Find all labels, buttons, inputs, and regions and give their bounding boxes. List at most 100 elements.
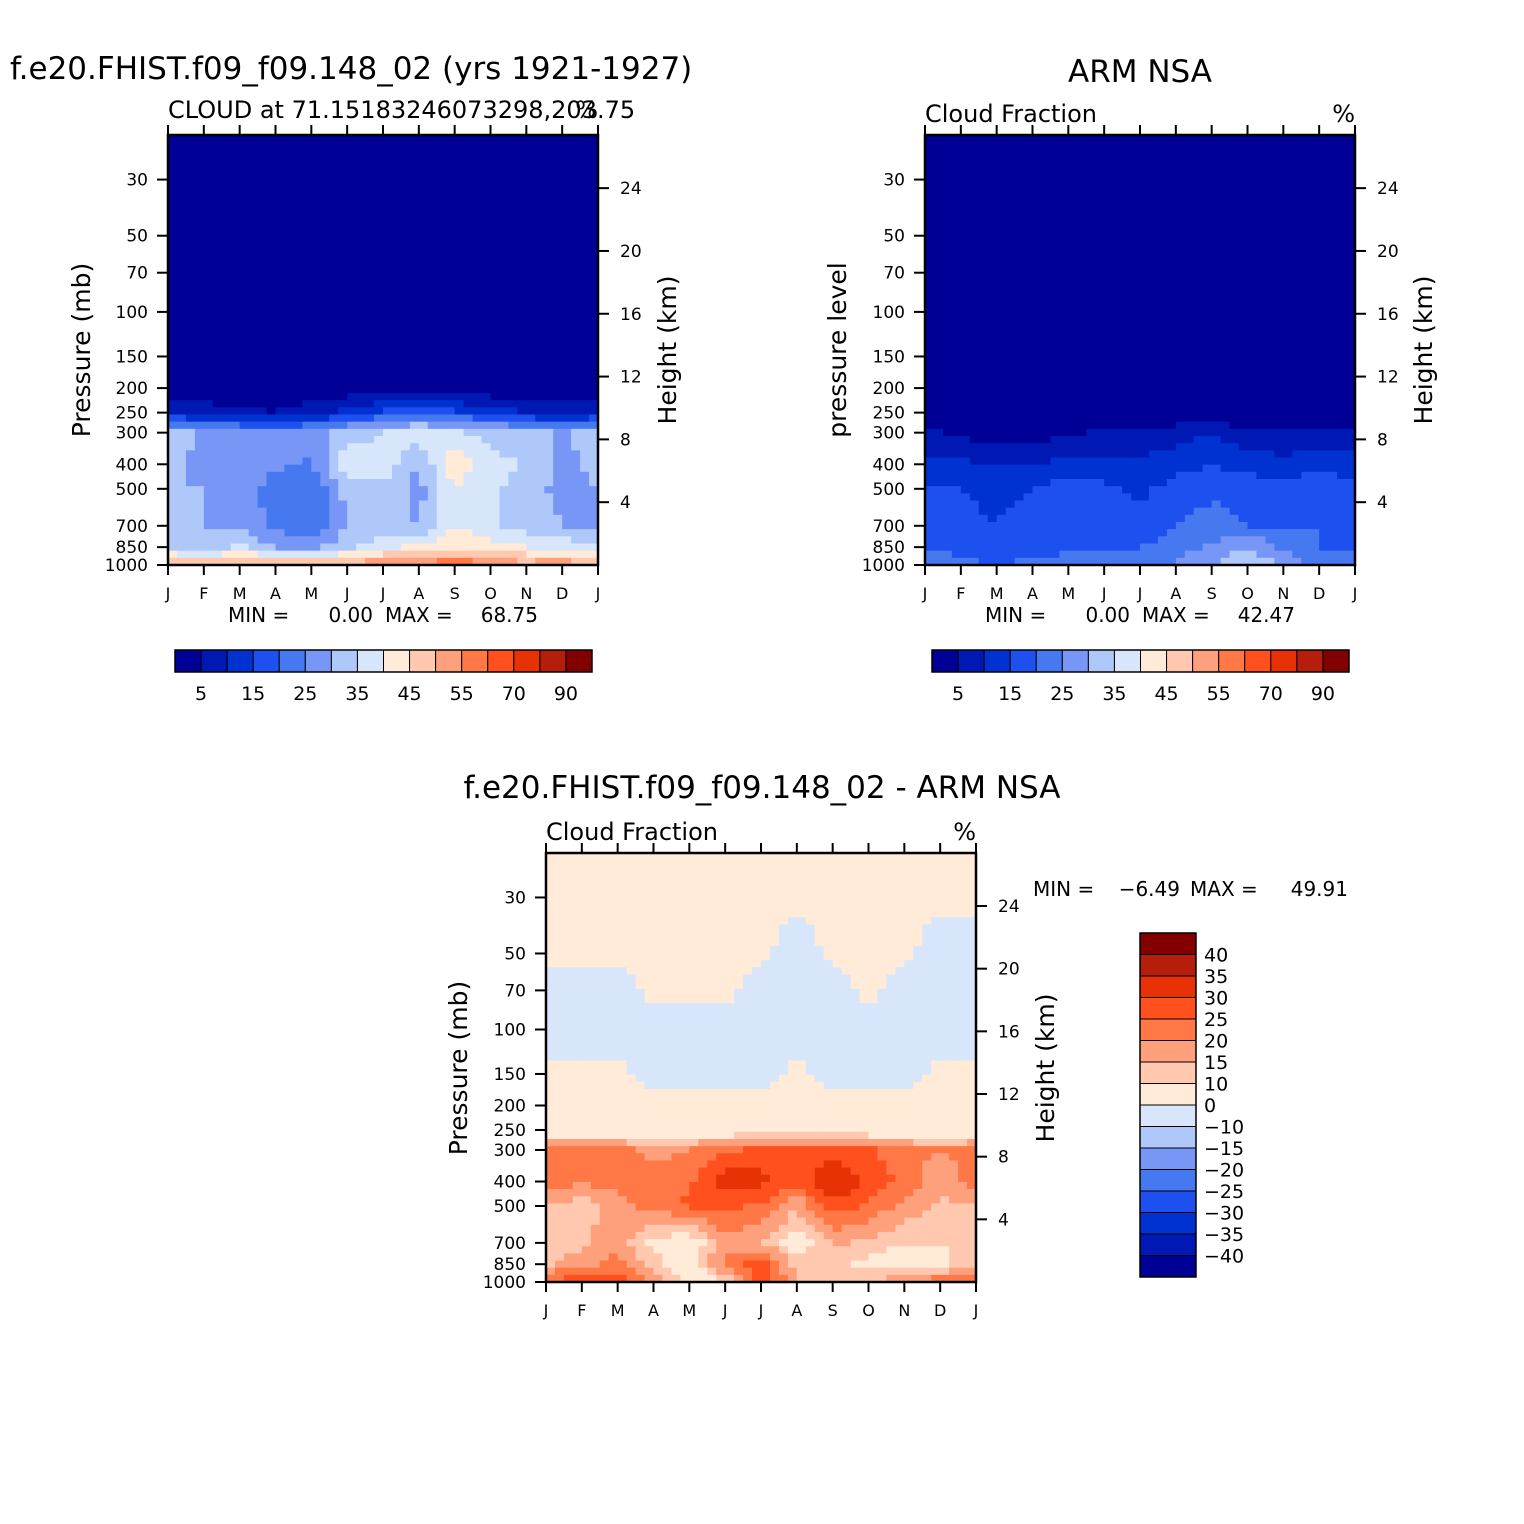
obs-cell [1292,264,1302,272]
model-cell [194,407,205,416]
model-cell [266,213,277,222]
model-cell [284,364,295,373]
model-cell [168,400,178,408]
obs-cell [1175,185,1186,193]
model-cell [499,299,510,308]
model-cell [427,350,438,358]
model-cell [248,522,259,530]
model-cell [347,314,357,322]
model-cell [562,536,572,545]
model-cell [239,407,250,416]
obs-cell [1068,407,1078,416]
model-cell [221,450,232,459]
model-cell [589,421,599,430]
model-cell [248,357,259,365]
obs-cell [1202,414,1213,423]
obs-cell [925,249,935,258]
obs-cell [1292,199,1302,208]
obs-cell [978,170,989,179]
obs-cell [1256,142,1267,150]
model-cell [517,479,527,487]
obs-cell [933,350,944,358]
model-cell [248,163,259,172]
obs-cell [1050,235,1060,244]
model-cell [508,178,518,186]
model-cell [391,500,402,509]
obs-cell [1068,170,1078,179]
obs-cell [1319,206,1329,215]
obs-cell [996,199,1007,208]
model-cell [365,471,375,480]
model-cell [320,421,330,430]
model-cell [329,493,339,502]
obs-cell [1337,299,1347,308]
model-cell [499,163,510,172]
model-cell [499,557,510,566]
model-cell [168,385,178,394]
model-cell [517,536,527,545]
model-cell [463,213,474,222]
model-cell [230,479,241,487]
obs-cell [1328,400,1338,408]
obs-cell [1193,163,1204,172]
model-cell [562,163,572,172]
model-cell [320,393,330,401]
model-cell [293,550,303,559]
model-cell [553,328,563,337]
obs-cell [1328,256,1338,265]
obs-cell [1319,156,1329,165]
model-cell [580,163,590,172]
model-cell [553,543,563,552]
obs-cell [1148,357,1159,365]
model-cell [257,221,268,229]
obs-cell [1095,371,1105,380]
model-cell [481,364,492,373]
model-cell [445,543,456,552]
obs-cell [1346,371,1356,380]
model-cell [571,249,581,258]
model-cell [329,206,339,215]
obs-cell [1256,299,1267,308]
model-cell [490,393,501,401]
obs-cell [1122,135,1132,143]
obs-cell [969,385,980,394]
obs-cell [1229,178,1240,186]
model-cell [266,414,277,423]
model-cell [499,249,510,258]
obs-cell [1068,314,1078,322]
model-cell [463,135,474,143]
obs-cell [1328,142,1338,150]
model-cell [508,264,518,272]
model-y2-tick-label: 4 [620,493,631,513]
obs-cell [1256,407,1267,416]
obs-cell [1184,393,1195,401]
model-cell [329,170,339,179]
model-cell [284,393,295,401]
model-cell [168,149,178,158]
model-cell [454,500,465,509]
model-cell [553,357,563,365]
obs-cell [1032,221,1043,229]
model-cell [365,479,375,487]
obs-cell [1274,271,1284,279]
model-cell [347,493,357,502]
obs-cell [1193,264,1204,272]
obs-cell [942,371,953,380]
model-cell [311,378,321,387]
model-cell [526,364,536,373]
model-cell [311,206,321,215]
model-cell [436,364,447,373]
obs-cell [1086,285,1096,294]
obs-cell [1319,328,1329,337]
model-cell [445,192,456,201]
model-cell [589,450,599,459]
model-cell [275,299,286,308]
obs-cell [978,256,989,265]
obs-cell [1131,314,1141,322]
model-cell [230,170,241,179]
model-cell [284,328,295,337]
model-cell [409,314,420,322]
model-cell [338,185,348,193]
model-cell [194,221,205,229]
model-cell [320,450,330,459]
